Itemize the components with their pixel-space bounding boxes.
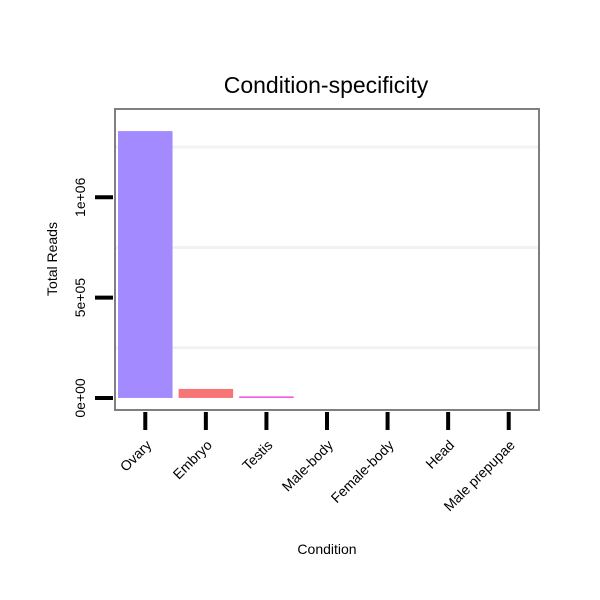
bar-embryo <box>178 388 234 398</box>
y-tick-label-2: 1e+06 <box>72 177 88 217</box>
bar-ovary <box>118 131 173 398</box>
y-tick-label-1: 5e+05 <box>72 278 88 318</box>
x-axis-title: Condition <box>297 541 356 557</box>
x-tick-label-3: Male-body <box>279 437 337 495</box>
bars <box>118 131 294 398</box>
chart-title: Condition-specificity <box>224 72 429 98</box>
x-tick-label-5: Head <box>422 437 457 472</box>
x-tick-label-2: Testis <box>239 437 276 474</box>
y-tick-label-0: 0e+00 <box>72 378 88 418</box>
bar-testis <box>239 396 294 398</box>
y-axis: 0e+00 5e+05 1e+06 <box>72 177 113 418</box>
plot-frame <box>114 108 540 411</box>
x-tick-label-4: Female-body <box>328 437 397 506</box>
x-tick-label-0: Ovary <box>117 437 155 475</box>
grid-lines <box>116 145 538 350</box>
y-axis-title: Total Reads <box>44 222 60 296</box>
x-tick-label-1: Embryo <box>170 437 216 483</box>
